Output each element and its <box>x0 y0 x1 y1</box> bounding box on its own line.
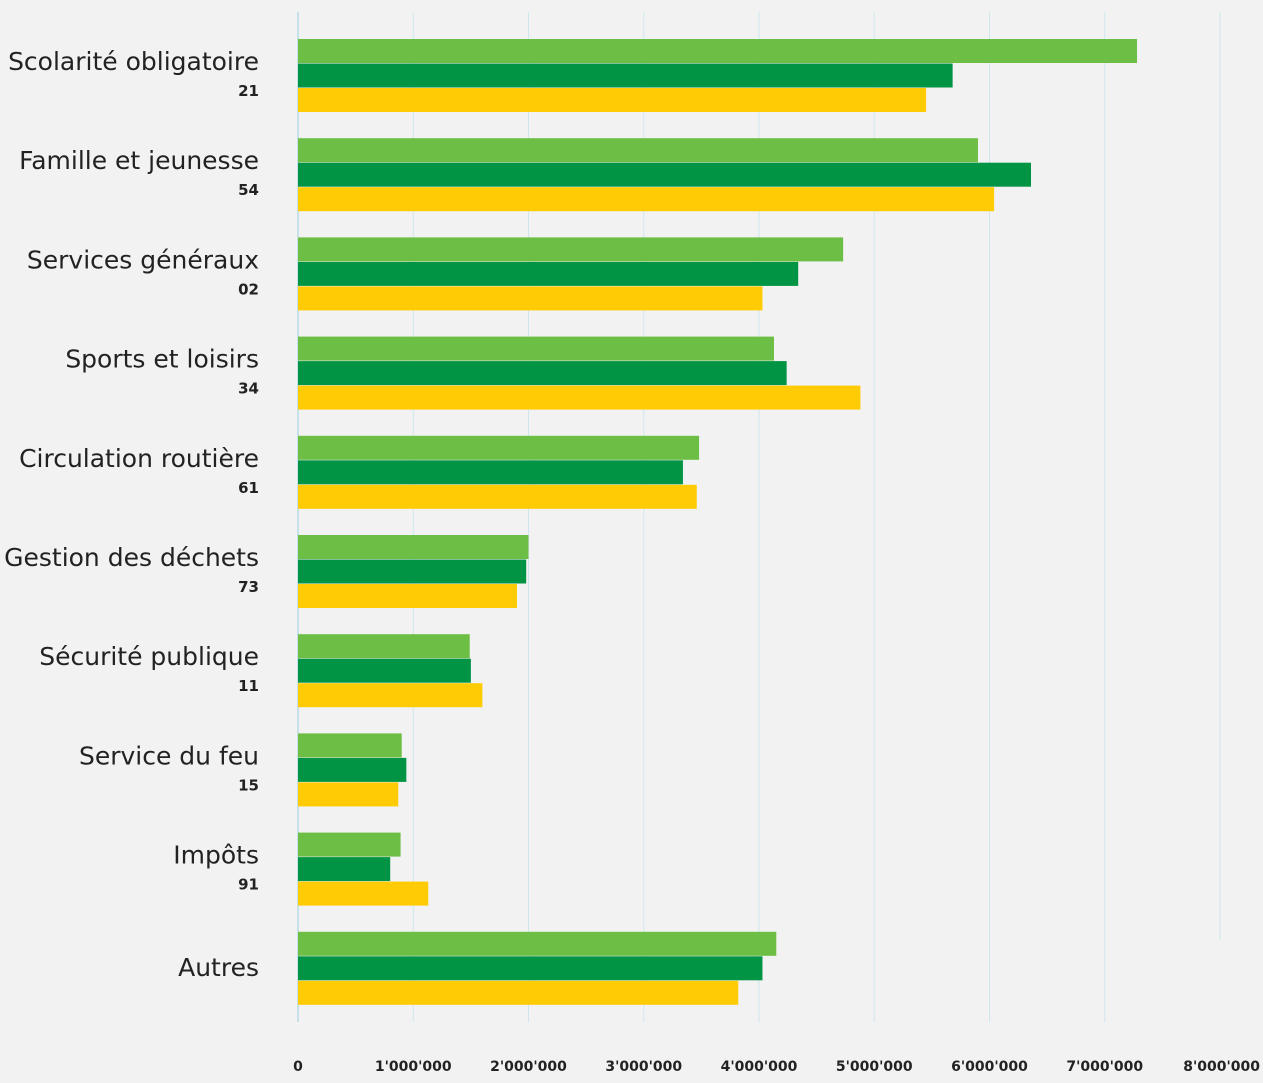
x-tick-label: 0 <box>293 1059 303 1075</box>
category-label: Scolarité obligatoire <box>8 47 259 76</box>
x-axis-ticks: 0 1'000'000 2'000'000 3'000'000 4'000'000 5'0… <box>293 1059 1260 1075</box>
category-label: Gestion des déchets <box>4 543 259 572</box>
category-label: Circulation routière <box>19 444 259 473</box>
bar <box>298 733 402 758</box>
bar <box>298 460 683 485</box>
category-label: Famille et jeunesse <box>19 146 259 175</box>
bar <box>298 286 763 311</box>
category-code: 34 <box>238 380 259 398</box>
x-tick-label: 3'000'000 <box>605 1059 682 1075</box>
category-labels: Scolarité obligatoire 21 Famille et jeunes… <box>4 47 259 982</box>
category-label: Impôts <box>173 841 259 870</box>
category-code: 11 <box>238 677 259 695</box>
category-code: 61 <box>238 479 259 497</box>
bar <box>298 658 471 683</box>
category-code: 91 <box>238 876 259 894</box>
bar <box>298 782 399 807</box>
category-code: 15 <box>238 776 259 794</box>
bar <box>298 535 529 559</box>
bar <box>298 385 861 410</box>
category-code: 02 <box>238 280 259 298</box>
bar <box>298 336 774 361</box>
bars <box>298 39 1138 1005</box>
x-tick-label: 7'000'000 <box>1066 1059 1143 1075</box>
bar <box>298 484 697 509</box>
category-label: Service du feu <box>79 741 259 770</box>
x-tick-label: 1'000'000 <box>375 1059 452 1075</box>
bar <box>298 237 844 262</box>
category-label: Services généraux <box>27 245 259 274</box>
bar <box>298 559 527 584</box>
bar <box>298 857 391 882</box>
bar <box>298 956 763 981</box>
x-tick-label: 8'000'000 <box>1183 1059 1260 1075</box>
bar <box>298 63 953 88</box>
x-tick-label: 5'000'000 <box>836 1059 913 1075</box>
bar <box>298 634 470 659</box>
bar <box>298 757 407 782</box>
bar <box>298 980 739 1005</box>
bar <box>298 931 777 956</box>
x-tick-label: 4'000'000 <box>721 1059 798 1075</box>
bar <box>298 138 978 163</box>
bar <box>298 584 517 608</box>
bar <box>298 683 483 708</box>
bar <box>298 832 401 857</box>
category-code: 73 <box>238 578 259 596</box>
x-tick-label: 2'000'000 <box>490 1059 567 1075</box>
bar <box>298 261 799 286</box>
category-label: Sécurité publique <box>39 642 259 671</box>
bar <box>298 39 1138 63</box>
bar <box>298 435 700 460</box>
category-label: Autres <box>178 953 259 982</box>
category-code: 21 <box>238 82 259 100</box>
bar <box>298 88 927 112</box>
bar <box>298 162 1031 187</box>
category-label: Sports et loisirs <box>65 345 259 374</box>
category-code: 54 <box>238 181 259 199</box>
bar <box>298 361 787 386</box>
bar <box>298 187 995 212</box>
bar <box>298 881 429 906</box>
x-tick-label: 6'000'000 <box>951 1059 1028 1075</box>
